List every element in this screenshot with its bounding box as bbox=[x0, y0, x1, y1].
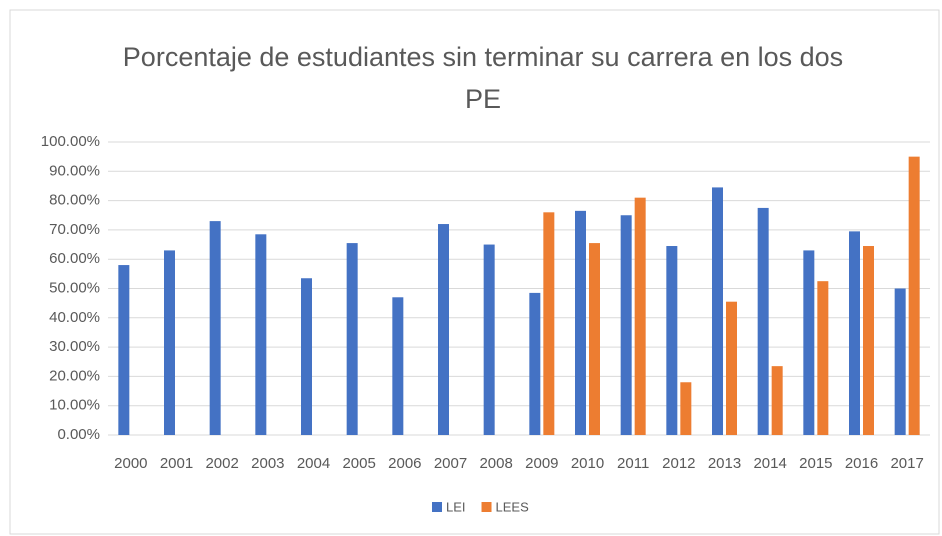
y-tick-label: 90.00% bbox=[49, 162, 100, 179]
bar bbox=[589, 243, 600, 435]
x-tick-label: 2017 bbox=[890, 455, 923, 472]
y-tick-label: 50.00% bbox=[49, 279, 100, 296]
chart-title: Porcentaje de estudiantes sin terminar s… bbox=[122, 42, 844, 114]
x-tick-label: 2009 bbox=[525, 455, 558, 472]
bar bbox=[817, 281, 829, 435]
legend-swatch bbox=[432, 502, 442, 512]
bar bbox=[301, 278, 312, 435]
y-tick-label: 60.00% bbox=[49, 250, 100, 267]
bar bbox=[209, 221, 221, 435]
bar bbox=[543, 212, 555, 435]
y-tick-label: 100.00% bbox=[41, 133, 100, 150]
y-tick-label: 40.00% bbox=[49, 309, 100, 326]
legend-swatch bbox=[481, 502, 492, 512]
y-tick-label: 70.00% bbox=[49, 221, 100, 238]
x-tick-label: 2005 bbox=[342, 455, 375, 472]
bar bbox=[634, 197, 646, 435]
x-tick-label: 2016 bbox=[845, 455, 878, 472]
bar bbox=[529, 292, 541, 435]
bar bbox=[771, 366, 783, 435]
bar bbox=[164, 250, 175, 435]
bar bbox=[392, 297, 404, 435]
bar bbox=[712, 187, 723, 435]
bar bbox=[908, 156, 920, 435]
x-tick-label: 2011 bbox=[617, 455, 649, 472]
legend-label: LEES bbox=[496, 499, 530, 514]
x-tick-label: 2000 bbox=[114, 455, 147, 472]
x-tick-label: 2010 bbox=[571, 455, 604, 472]
bar bbox=[757, 207, 769, 435]
bar bbox=[726, 301, 737, 435]
bar bbox=[118, 265, 130, 435]
x-tick-label: 2004 bbox=[297, 455, 330, 472]
x-tick-label: 2012 bbox=[662, 455, 695, 472]
y-tick-label: 20.00% bbox=[49, 367, 100, 384]
bar bbox=[894, 288, 906, 435]
bar bbox=[483, 244, 495, 435]
bar bbox=[803, 250, 815, 435]
y-tick-label: 30.00% bbox=[49, 338, 100, 355]
bar bbox=[438, 224, 449, 435]
bar bbox=[680, 382, 692, 435]
x-tick-label: 2006 bbox=[388, 455, 421, 472]
y-tick-label: 0.00% bbox=[57, 426, 100, 443]
x-tick-label: 2014 bbox=[753, 455, 786, 472]
bar bbox=[849, 231, 860, 435]
x-tick-label: 2013 bbox=[708, 455, 741, 472]
bar bbox=[255, 234, 267, 435]
bar bbox=[346, 243, 358, 435]
y-tick-label: 10.00% bbox=[49, 397, 100, 414]
bar bbox=[863, 246, 874, 435]
x-tick-label: 2003 bbox=[251, 455, 284, 472]
legend-label: LEI bbox=[446, 499, 466, 514]
x-tick-label: 2015 bbox=[799, 455, 832, 472]
y-tick-label: 80.00% bbox=[49, 192, 100, 209]
bar bbox=[575, 210, 586, 435]
x-tick-label: 2002 bbox=[205, 455, 238, 472]
x-tick-label: 2001 bbox=[160, 455, 193, 472]
bar bbox=[620, 215, 632, 435]
x-tick-label: 2008 bbox=[479, 455, 512, 472]
bar bbox=[666, 246, 678, 435]
x-tick-label: 2007 bbox=[434, 455, 467, 472]
